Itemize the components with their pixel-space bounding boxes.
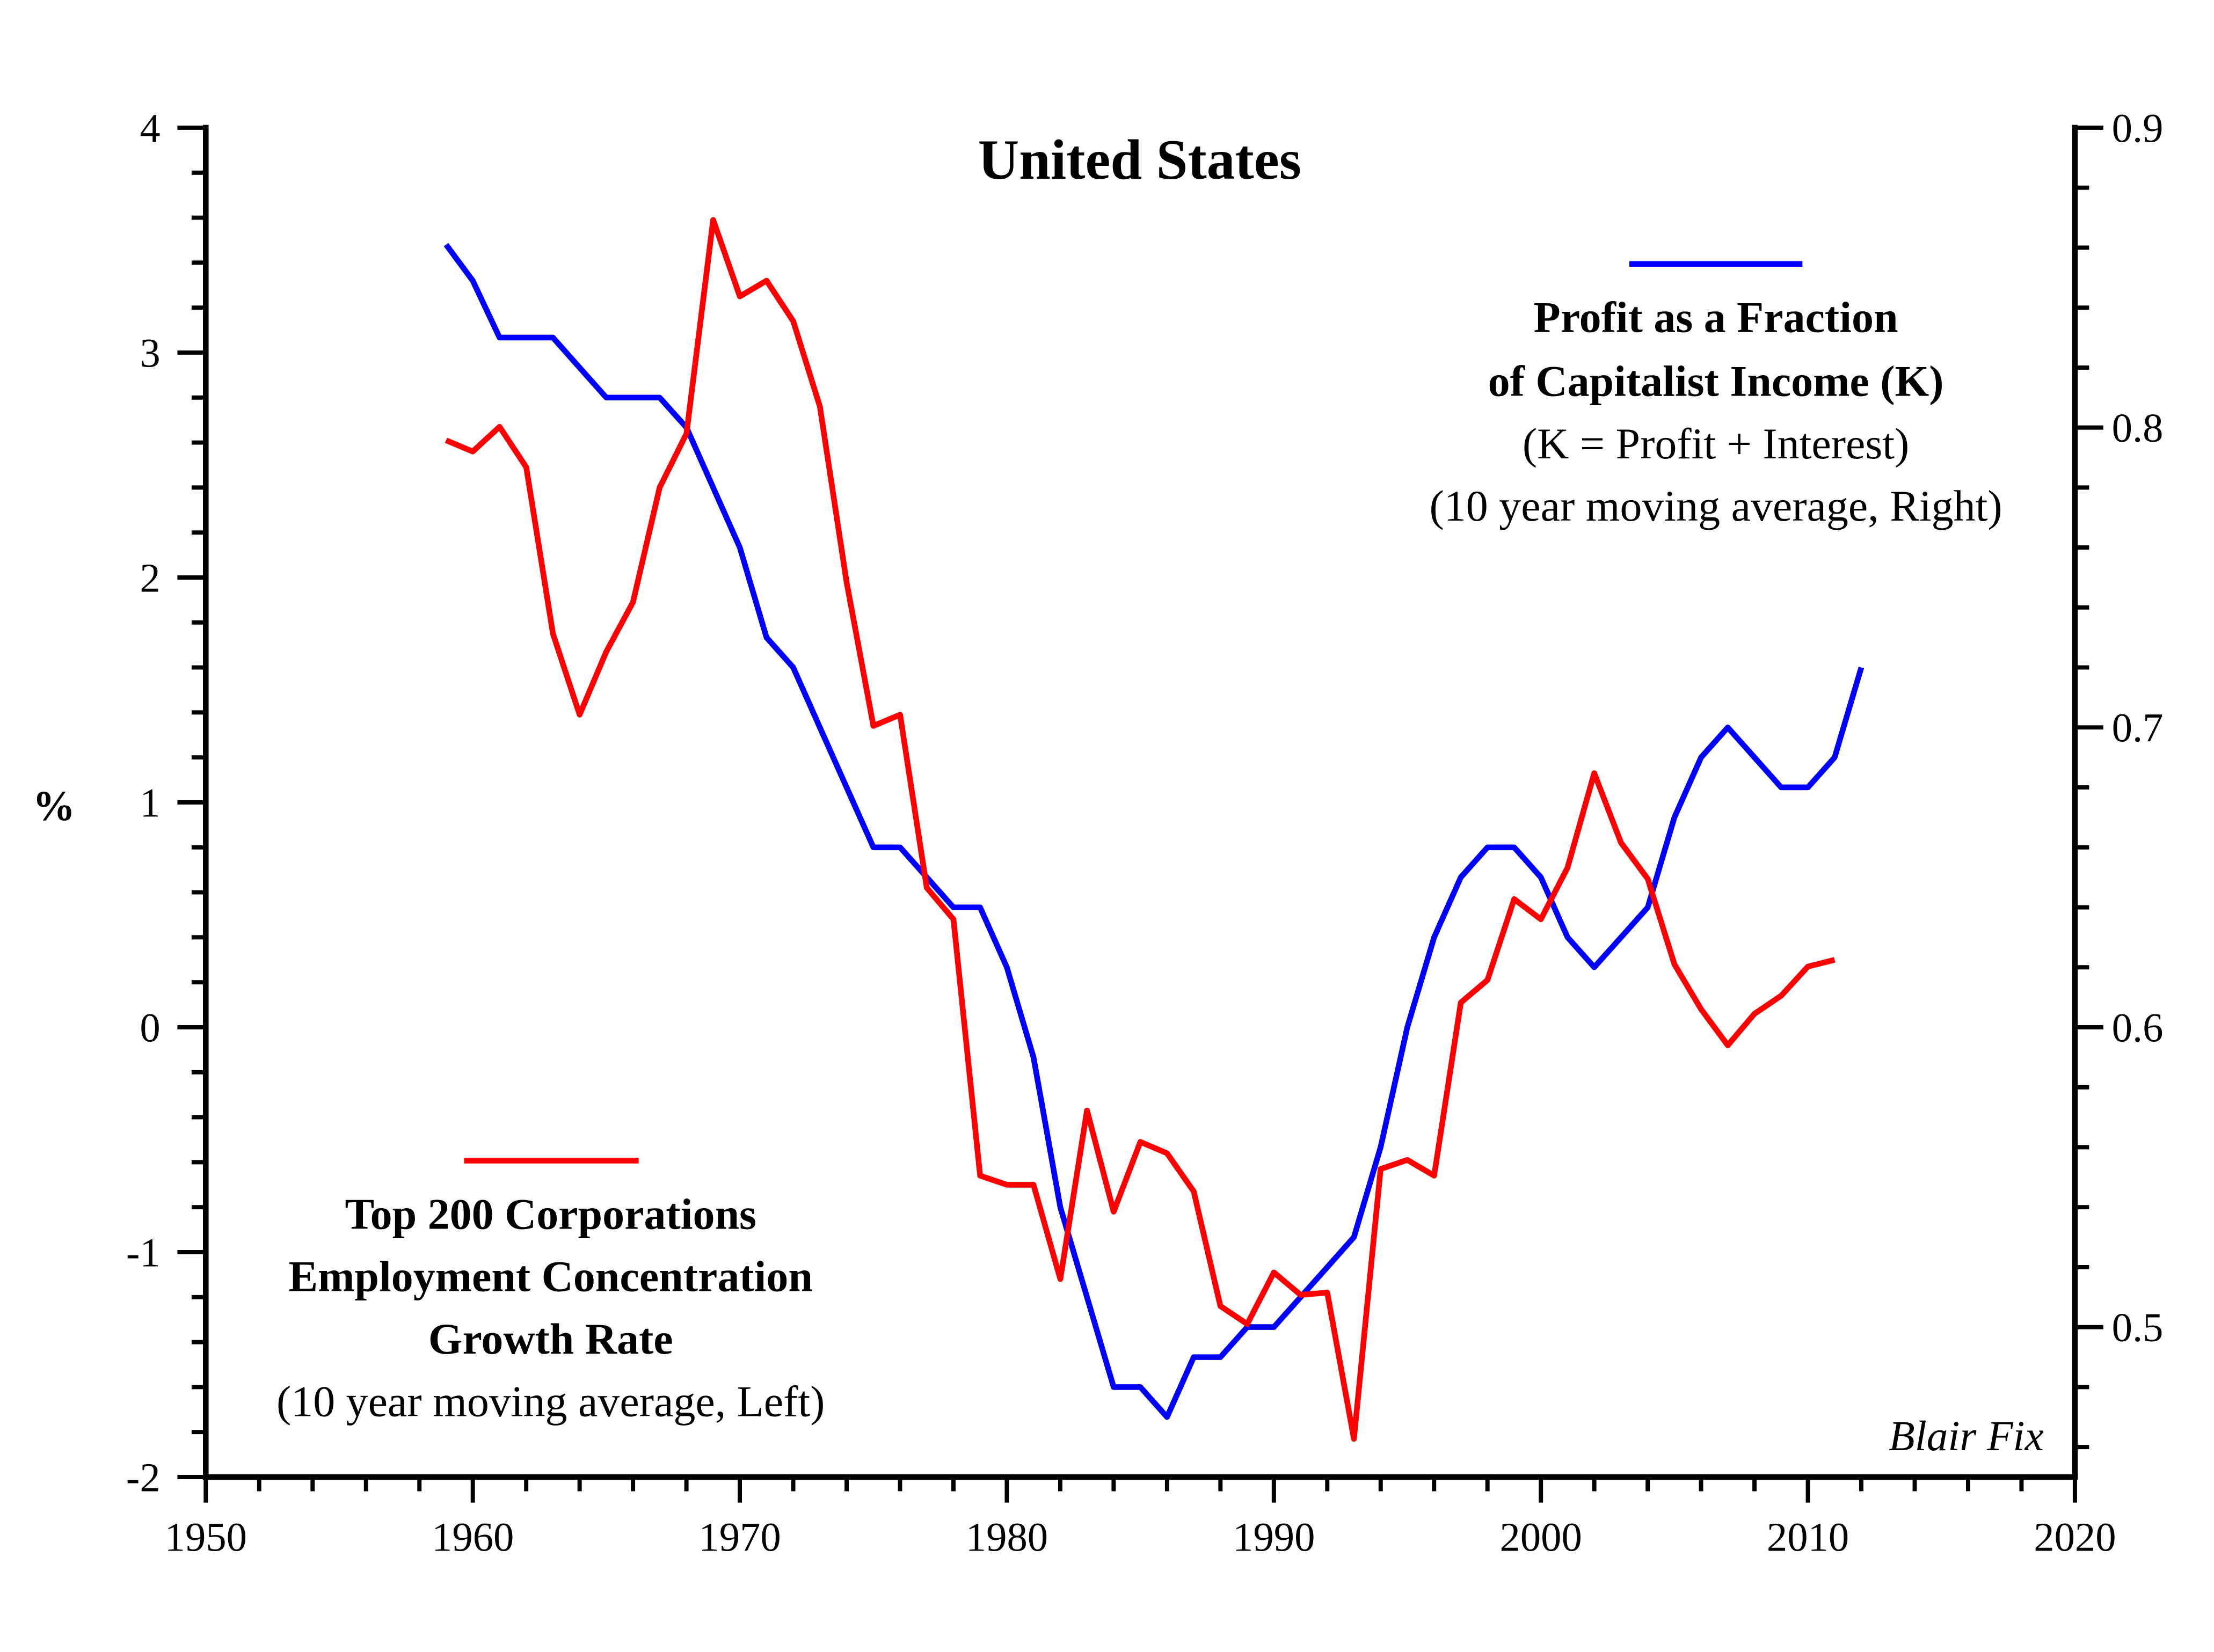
y-right-tick-label: 0.6 (2112, 1005, 2164, 1050)
legend-text: (K = Profit + Interest) (1523, 419, 1909, 468)
y-right-tick-label: 0.9 (2112, 105, 2164, 151)
y-left-tick-label: 0 (140, 1005, 160, 1050)
legend-profit: Profit as a Fraction of Capitalist Incom… (1430, 261, 2002, 530)
chart-title: United States (978, 128, 1301, 191)
y-right-tick-label: 0.8 (2112, 405, 2164, 451)
legend-text: Employment Concentration (289, 1252, 813, 1301)
y-left-tick-label: -2 (126, 1454, 161, 1500)
x-tick-label: 2010 (1767, 1514, 1849, 1560)
series-line-employment-concentration (445, 217, 1836, 1442)
y-left-tick-label: 2 (140, 555, 160, 601)
x-tick-label: 1990 (1233, 1514, 1315, 1560)
y-left-tick-label: -1 (126, 1230, 161, 1275)
legend-employment: Top 200 Corporations Employment Concentr… (276, 1158, 825, 1426)
legend-text: Top 200 Corporations (345, 1189, 756, 1238)
y-left-tick-label: 4 (140, 105, 160, 151)
x-tick-label: 1950 (165, 1514, 247, 1560)
series-line-profit-fraction (443, 243, 1865, 1420)
y-left-tick-label: 1 (140, 780, 160, 825)
y-right-tick-label: 0.5 (2112, 1305, 2164, 1350)
legend-text: Profit as a Fraction (1534, 293, 1898, 342)
ticks: 1950 1960 1970 1980 1990 2000 2010 2020 -2 -1 0 1 2 3… (126, 105, 2164, 1560)
x-tick-label: 2020 (2034, 1514, 2116, 1560)
x-tick-label: 1970 (698, 1514, 781, 1560)
signature: Blair Fix (1889, 1413, 2044, 1460)
legend-text: of Capitalist Income (K) (1488, 357, 1944, 406)
y-left-tick-label: 3 (140, 330, 160, 376)
legend-text: (10 year moving average, Left) (276, 1377, 825, 1426)
x-tick-label: 1980 (966, 1514, 1048, 1560)
legend-text: (10 year moving average, Right) (1430, 481, 2002, 530)
x-tick-label: 2000 (1500, 1514, 1582, 1560)
series-lines (443, 217, 1865, 1442)
legend-text: Growth Rate (428, 1314, 673, 1363)
y-axis-label: % (33, 783, 75, 830)
x-tick-label: 1960 (432, 1514, 514, 1560)
y-right-tick-label: 0.7 (2112, 705, 2164, 751)
